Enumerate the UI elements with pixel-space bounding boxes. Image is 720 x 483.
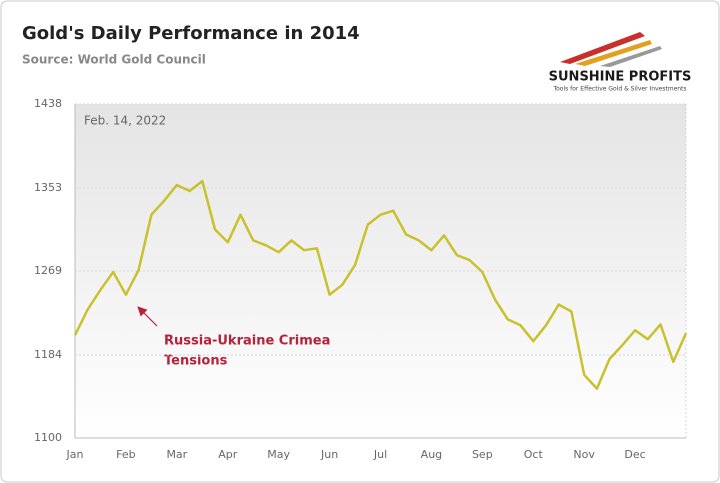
- chart-subtitle: Source: World Gold Council: [22, 53, 206, 67]
- x-tick-label: Jul: [373, 448, 387, 461]
- x-tick-label: Jan: [66, 448, 84, 461]
- x-tick-label: Oct: [524, 448, 544, 461]
- logo: SUNSHINE PROFITS Tools for Effective Gol…: [549, 32, 692, 93]
- x-tick-label: Jun: [320, 448, 338, 461]
- x-tick-label: May: [267, 448, 290, 461]
- x-tick-label: Feb: [116, 448, 135, 461]
- logo-streak: [560, 32, 645, 64]
- annotation: Russia-Ukraine Crimea: [164, 334, 330, 349]
- y-tick-label: 1100: [34, 431, 62, 444]
- x-tick-label: Sep: [472, 448, 493, 461]
- chart-title: Gold's Daily Performance in 2014: [22, 23, 360, 44]
- y-tick-label: 1353: [34, 181, 62, 194]
- y-tick-label: 1269: [34, 264, 62, 277]
- annotation-arrow: [137, 306, 158, 327]
- logo-streak: [600, 46, 662, 67]
- x-tick-label: Dec: [624, 448, 645, 461]
- logo-streak: [575, 40, 652, 66]
- x-tick-label: Aug: [421, 448, 442, 461]
- logo-tagline: Tools for Effective Gold & Silver Invest…: [552, 86, 686, 93]
- price-line: [73, 179, 688, 390]
- date-note: Feb. 14, 2022: [84, 114, 166, 128]
- x-tick-label: Mar: [166, 448, 187, 461]
- y-tick-label: 1438: [34, 97, 62, 110]
- x-tick-label: Apr: [218, 448, 238, 461]
- logo-name: SUNSHINE PROFITS: [549, 70, 692, 85]
- y-tick-label: 1184: [34, 348, 62, 361]
- annotation: Tensions: [164, 354, 228, 369]
- x-tick-label: Nov: [573, 448, 595, 461]
